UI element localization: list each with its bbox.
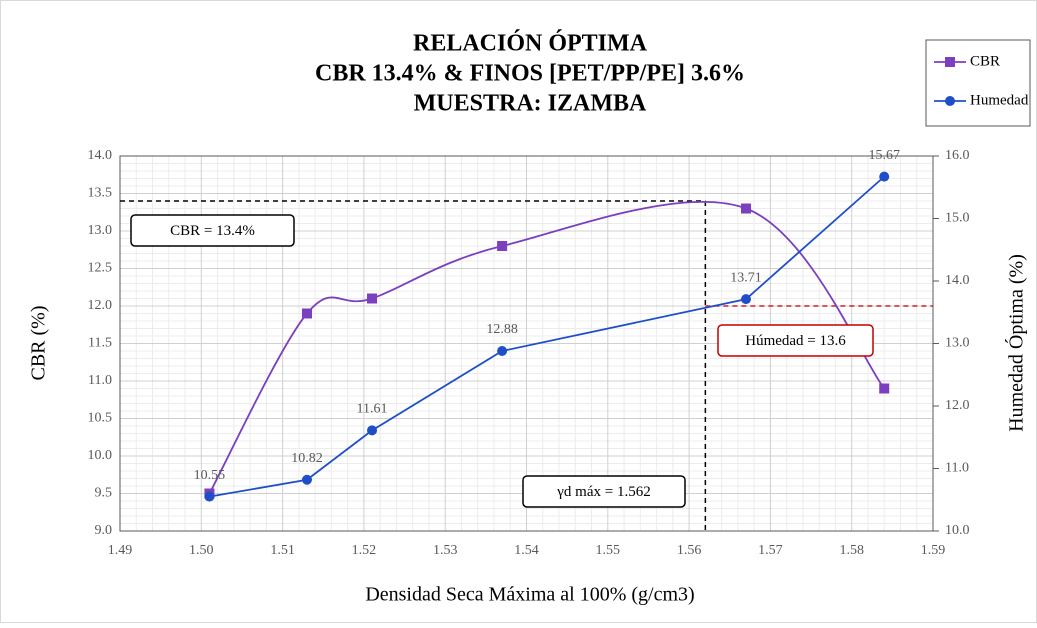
data-label: 15.67	[868, 148, 900, 163]
y2-tick-label: 11.0	[945, 461, 969, 476]
annotation-box	[522, 475, 686, 508]
annotation: Húmedad = 13.6	[745, 333, 846, 349]
y-tick-label: 12.0	[88, 298, 113, 313]
y-tick-label: 13.5	[88, 186, 113, 201]
y-tick-label: 13.0	[88, 223, 113, 238]
y2-tick-label: 16.0	[945, 148, 970, 163]
marker	[741, 294, 752, 305]
legend-box	[925, 39, 1031, 127]
annotation: γd máx = 1.562	[556, 484, 650, 500]
x-axis-label: Densidad Seca Máxima al 100% (g/cm3)	[365, 584, 694, 606]
y-tick-label: 14.0	[88, 148, 113, 163]
y-axis-label: CBR (%)	[28, 306, 50, 381]
y2-tick-label: 12.0	[945, 398, 970, 413]
y2-tick-label: 14.0	[945, 273, 970, 288]
y-tick-label: 11.0	[88, 373, 112, 388]
x-tick-label: 1.49	[108, 543, 133, 558]
legend-marker	[945, 57, 955, 67]
legend-label: CBR	[970, 53, 1000, 69]
chart-title: CBR 13.4% & FINOS [PET/PP/PE] 3.6%	[315, 61, 745, 87]
data-label: 10.82	[291, 451, 323, 466]
data-label: 10.55	[194, 468, 226, 483]
y-tick-label: 11.5	[88, 336, 112, 351]
marker	[879, 171, 890, 182]
x-tick-label: 1.50	[189, 543, 214, 558]
y-tick-label: 10.5	[88, 411, 113, 426]
y-tick-label: 9.5	[95, 486, 113, 501]
series-line	[209, 175, 885, 498]
y2-tick-label: 10.0	[945, 523, 970, 538]
marker	[497, 241, 508, 251]
y2-axis-label: Humedad Óptima (%)	[1004, 254, 1028, 432]
marker	[367, 293, 378, 304]
legend-label: Humedad	[970, 92, 1029, 108]
data-label: 13.71	[730, 270, 762, 285]
plot-border	[119, 155, 934, 532]
legend-marker	[945, 96, 955, 106]
marker	[204, 491, 215, 502]
x-tick-label: 1.59	[921, 543, 946, 558]
marker	[497, 346, 508, 356]
x-tick-label: 1.54	[514, 543, 539, 558]
x-tick-label: 1.56	[677, 543, 702, 558]
annotation: CBR = 13.4%	[170, 223, 255, 239]
marker	[879, 383, 890, 394]
x-tick-label: 1.55	[596, 543, 621, 558]
annotation-box	[717, 324, 874, 357]
data-label: 11.61	[357, 402, 388, 417]
y2-tick-label: 13.0	[945, 336, 970, 351]
marker	[301, 308, 312, 319]
chart-title: RELACIÓN ÓPTIMA	[413, 30, 648, 57]
x-tick-label: 1.51	[270, 543, 295, 558]
data-label: 12.88	[486, 322, 518, 337]
x-tick-label: 1.52	[352, 543, 377, 558]
y-tick-label: 12.5	[88, 261, 113, 276]
x-tick-label: 1.53	[433, 543, 458, 558]
x-tick-label: 1.58	[839, 543, 864, 558]
y2-tick-label: 15.0	[945, 211, 970, 226]
marker	[741, 203, 752, 214]
marker	[367, 425, 378, 436]
chart-title: MUESTRA: IZAMBA	[414, 91, 647, 117]
x-tick-label: 1.57	[758, 543, 783, 558]
marker	[301, 474, 312, 485]
series-line	[208, 201, 885, 494]
y-tick-label: 10.0	[88, 448, 113, 463]
annotation-box	[130, 214, 295, 247]
y-tick-label: 9.0	[95, 523, 113, 538]
